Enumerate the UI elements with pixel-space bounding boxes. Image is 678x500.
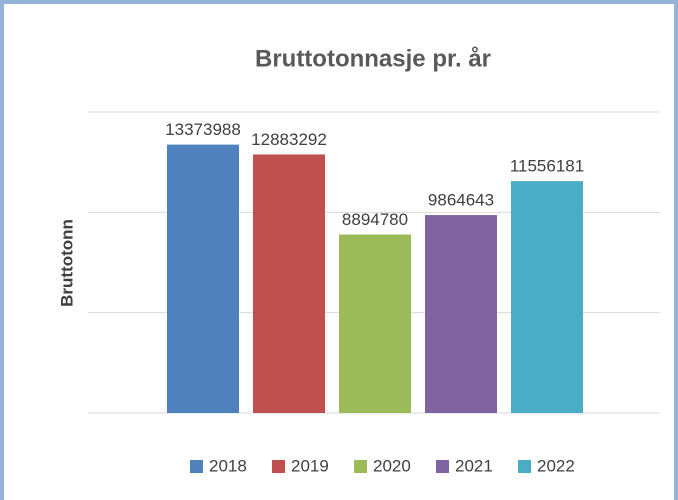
legend-label: 2021: [455, 456, 493, 475]
data-label: 8894780: [342, 210, 408, 229]
chart-title: Bruttotonnasje pr. år: [255, 45, 491, 72]
legend-swatch: [190, 460, 203, 473]
legend-swatch: [518, 460, 531, 473]
bar: [253, 154, 325, 413]
bar: [339, 234, 411, 413]
legend-label: 2022: [537, 456, 575, 475]
data-label: 9864643: [428, 191, 494, 210]
legend-swatch: [436, 460, 449, 473]
data-label: 13373988: [165, 120, 241, 139]
data-label: 12883292: [251, 130, 327, 149]
legend-label: 2019: [291, 456, 329, 475]
bar: [425, 215, 497, 413]
bar: [167, 144, 239, 413]
legend-swatch: [354, 460, 367, 473]
legend-label: 2018: [209, 456, 247, 475]
bar: [511, 181, 583, 413]
legend-swatch: [272, 460, 285, 473]
y-axis-label: Bruttotonn: [57, 219, 76, 307]
legend-label: 2020: [373, 456, 411, 475]
data-label: 11556181: [510, 157, 584, 176]
